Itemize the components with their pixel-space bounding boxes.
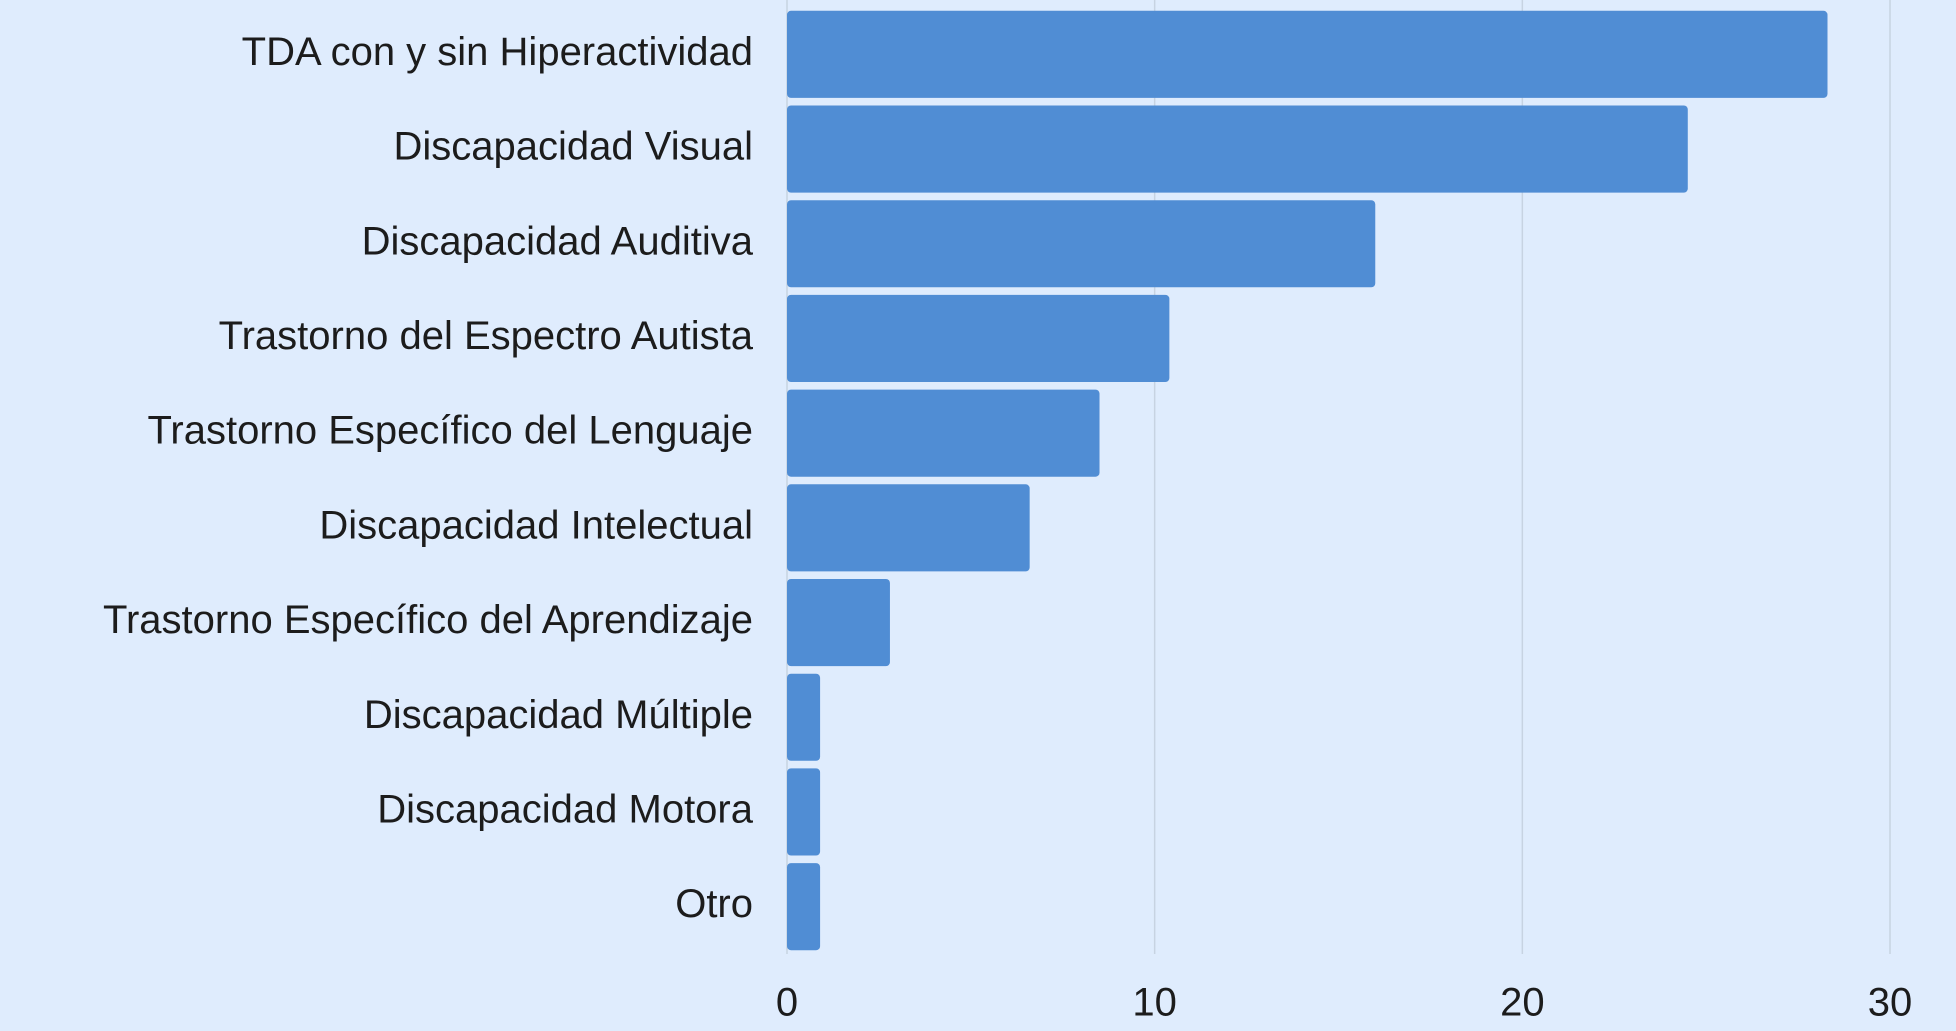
y-tick-label: Trastorno Específico del Lenguaje — [147, 409, 753, 453]
bar — [787, 294, 1170, 383]
bar — [787, 768, 821, 856]
bar — [787, 673, 821, 761]
y-tick-label: Discapacidad Auditiva — [362, 219, 754, 263]
y-tick-label: Discapacidad Múltiple — [364, 693, 753, 737]
x-tick-label: 30 — [1868, 981, 1913, 1025]
x-tick-label: 0 — [776, 981, 798, 1025]
y-tick-label: TDA con y sin Hiperactividad — [242, 30, 753, 74]
bar — [787, 200, 1376, 288]
bar — [787, 105, 1688, 193]
bar — [787, 578, 890, 667]
y-tick-label: Discapacidad Motora — [377, 788, 753, 832]
bar — [787, 389, 1100, 477]
bar — [787, 484, 1030, 572]
bar — [787, 10, 1828, 98]
y-tick-label: Discapacidad Intelectual — [319, 503, 753, 547]
x-tick-label: 20 — [1500, 981, 1545, 1025]
y-tick-label: Discapacidad Visual — [394, 125, 753, 169]
x-tick-label: 10 — [1132, 981, 1177, 1025]
y-tick-label: Otro — [675, 882, 753, 926]
bar — [787, 863, 821, 951]
y-tick-label: Trastorno del Espectro Autista — [219, 314, 754, 358]
y-tick-label: Trastorno Específico del Aprendizaje — [103, 598, 753, 642]
